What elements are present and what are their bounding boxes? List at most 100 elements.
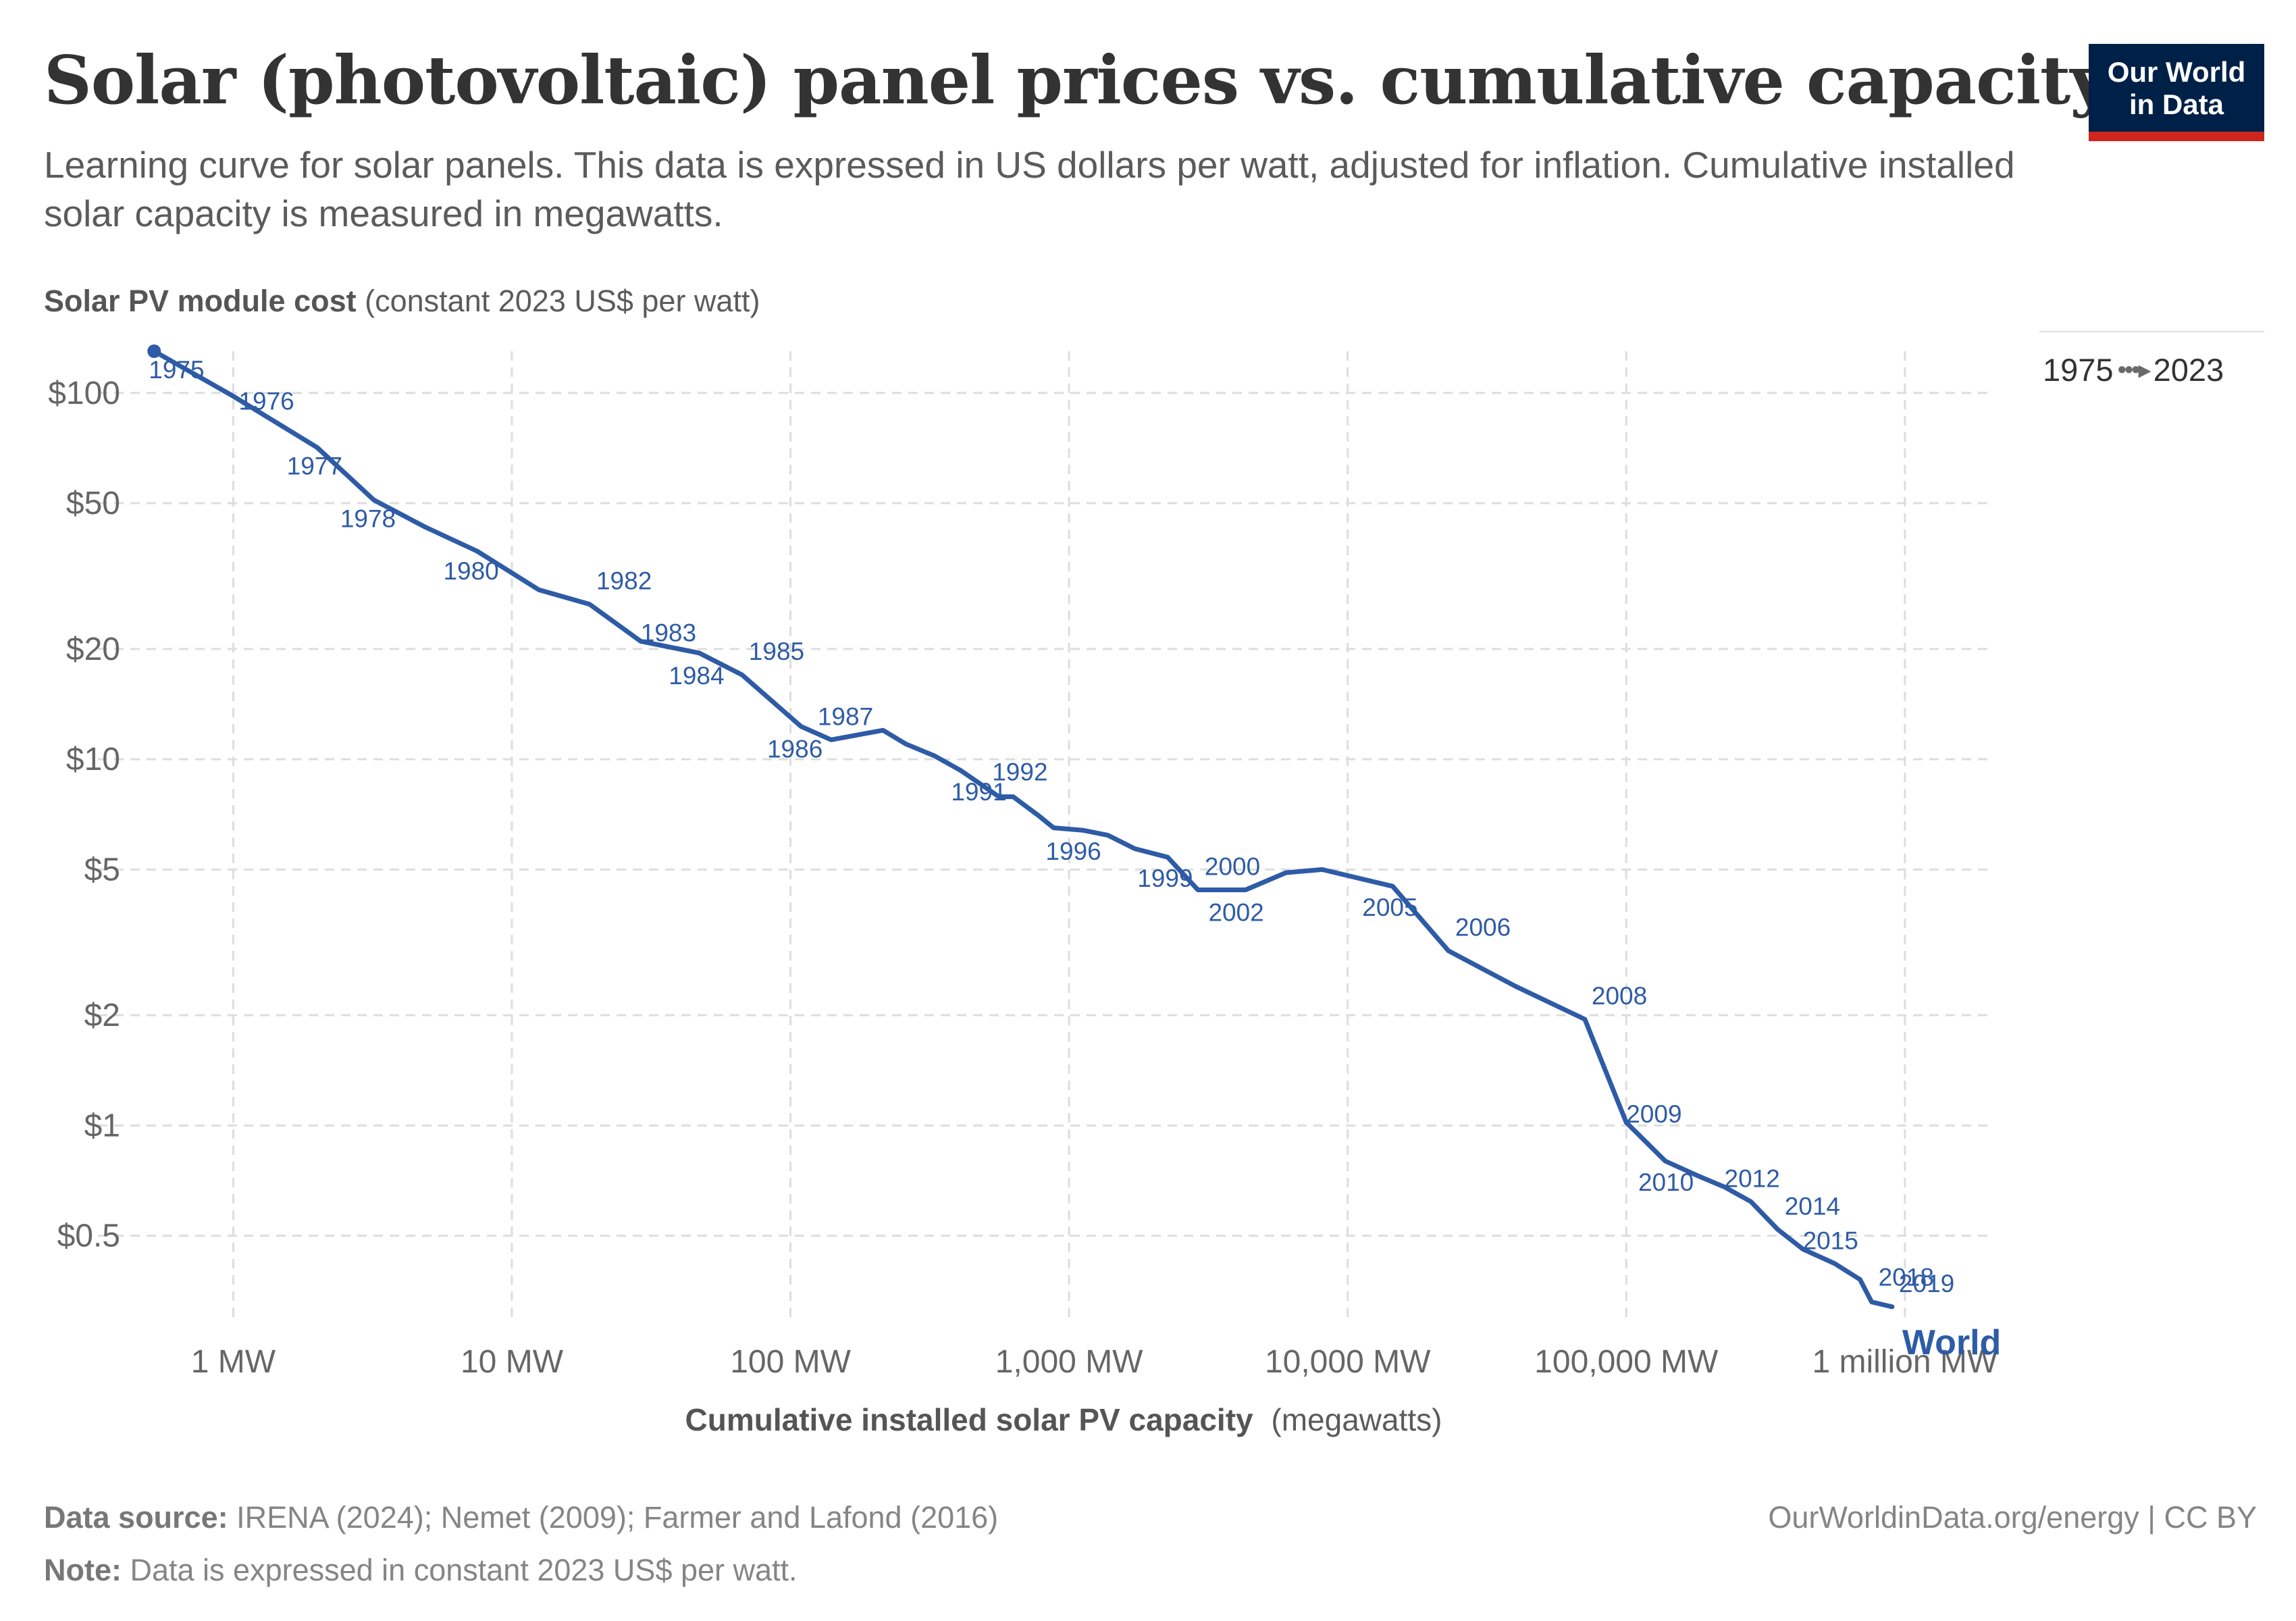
timeline-arrow-icon: •••▸ xyxy=(2117,356,2151,384)
data-point[interactable] xyxy=(1105,833,1111,838)
data-point[interactable] xyxy=(932,753,937,758)
year-label-1982: 1982 xyxy=(596,567,652,595)
y-tick-label: $1 xyxy=(84,1108,120,1143)
timeline-control[interactable]: 1975 •••▸ 2023 xyxy=(2043,351,2224,388)
footer-credit[interactable]: OurWorldinData.org/energy | CC BY xyxy=(1768,1500,2257,1535)
data-point[interactable] xyxy=(1775,1227,1781,1232)
data-point[interactable] xyxy=(1320,867,1325,872)
data-point[interactable] xyxy=(1513,983,1518,989)
data-point[interactable] xyxy=(1390,883,1395,889)
data-point[interactable] xyxy=(1165,854,1170,860)
data-point[interactable] xyxy=(1132,846,1137,852)
x-tick-label: 1 million MW xyxy=(1812,1344,1998,1380)
data-point[interactable] xyxy=(587,602,592,607)
footer-note-text: Data is expressed in constant 2023 US$ p… xyxy=(130,1553,798,1587)
x-axis-title-unit: (megawatts) xyxy=(1271,1402,1442,1437)
data-point[interactable] xyxy=(536,587,542,592)
year-label-2008: 2008 xyxy=(1592,982,1647,1010)
x-tick-label: 100,000 MW xyxy=(1534,1344,1719,1380)
data-point[interactable] xyxy=(1582,1017,1588,1022)
footer-source-text[interactable]: IRENA (2024); Nemet (2009); Farmer and L… xyxy=(236,1500,999,1535)
data-point[interactable] xyxy=(1857,1277,1862,1282)
data-point[interactable] xyxy=(1748,1199,1754,1204)
data-point[interactable] xyxy=(696,650,702,656)
data-point[interactable] xyxy=(1195,887,1201,892)
year-label-2000: 2000 xyxy=(1205,852,1260,880)
data-point[interactable] xyxy=(798,723,804,729)
x-tick-label: 10 MW xyxy=(461,1344,564,1380)
data-point[interactable] xyxy=(1283,870,1288,875)
data-point[interactable] xyxy=(958,768,964,773)
x-axis-title-bold: Cumulative installed solar PV capacity xyxy=(685,1402,1254,1437)
year-label-1980: 1980 xyxy=(443,557,498,585)
x-tick-label: 1,000 MW xyxy=(995,1344,1143,1380)
year-label-1999: 1999 xyxy=(1137,865,1193,892)
data-point[interactable] xyxy=(151,349,157,354)
footer-note-row: Note: Data is expressed in constant 2023… xyxy=(44,1544,998,1597)
logo-line-1: Our World xyxy=(2107,56,2246,88)
data-point[interactable] xyxy=(739,672,745,677)
data-point[interactable] xyxy=(881,727,886,733)
footer-source-row: Data source: IRENA (2024); Nemet (2009);… xyxy=(44,1491,998,1544)
year-label-1987: 1987 xyxy=(818,702,873,730)
year-label-1992: 1992 xyxy=(992,758,1047,786)
owid-logo[interactable]: Our World in Data xyxy=(2089,44,2264,141)
year-label-1985: 1985 xyxy=(749,638,804,665)
y-axis-title-unit: (constant 2023 US$ per watt) xyxy=(365,284,760,318)
logo-line-2: in Data xyxy=(2129,88,2224,120)
data-point[interactable] xyxy=(1695,1173,1700,1179)
y-tick-label: $10 xyxy=(66,742,120,777)
series-line-world[interactable] xyxy=(151,349,1895,1310)
year-label-2018: 2018 xyxy=(1879,1264,1934,1291)
data-point[interactable] xyxy=(474,548,479,554)
year-label-1991: 1991 xyxy=(951,778,1006,806)
y-tick-label: $0.5 xyxy=(57,1218,120,1254)
data-point[interactable] xyxy=(371,497,377,503)
data-point[interactable] xyxy=(1037,813,1042,819)
data-point[interactable] xyxy=(423,525,428,530)
x-tick-label: 10,000 MW xyxy=(1265,1344,1431,1380)
chart-title: Solar (photovoltaic) panel prices vs. cu… xyxy=(44,42,2108,120)
data-point[interactable] xyxy=(1832,1261,1837,1266)
year-label-2019: 2019 xyxy=(1899,1270,1954,1297)
footer-note-label: Note: xyxy=(44,1553,122,1587)
footer-sources: Data source: IRENA (2024); Nemet (2009);… xyxy=(44,1491,998,1597)
y-tick-label: $2 xyxy=(84,998,120,1033)
timeline-divider xyxy=(2039,331,2264,332)
data-point[interactable] xyxy=(1080,827,1085,833)
data-point[interactable] xyxy=(1051,825,1056,831)
year-label-1984: 1984 xyxy=(669,662,724,690)
grid-lines xyxy=(98,351,1989,1317)
year-label-1986: 1986 xyxy=(767,735,823,763)
x-tick-label: 1 MW xyxy=(191,1344,276,1380)
year-label-1976: 1976 xyxy=(238,388,294,415)
data-point[interactable] xyxy=(1663,1158,1668,1164)
y-tick-label: $20 xyxy=(66,632,120,667)
year-label-1996: 1996 xyxy=(1045,838,1101,865)
year-label-1975: 1975 xyxy=(149,356,204,384)
year-label-2009: 2009 xyxy=(1626,1100,1681,1128)
year-label-2002: 2002 xyxy=(1208,898,1263,926)
data-point[interactable] xyxy=(1010,794,1016,800)
data-point[interactable] xyxy=(230,394,236,399)
series-start-point[interactable] xyxy=(147,344,161,358)
data-point[interactable] xyxy=(315,444,320,450)
year-label-1977: 1977 xyxy=(287,452,342,480)
data-point[interactable] xyxy=(1222,887,1227,892)
data-point[interactable] xyxy=(1889,1304,1895,1310)
data-point[interactable] xyxy=(1869,1300,1875,1305)
data-point[interactable] xyxy=(904,742,909,747)
y-axis-title-bold: Solar PV module cost xyxy=(44,284,357,318)
data-point[interactable] xyxy=(829,737,834,742)
y-tick-label: $50 xyxy=(66,486,120,521)
data-point[interactable] xyxy=(1243,887,1248,892)
year-label-1978: 1978 xyxy=(340,505,396,532)
chart-subtitle: Learning curve for solar panels. This da… xyxy=(44,144,2015,234)
series-label-world[interactable]: World xyxy=(1902,1323,2001,1362)
timeline-end[interactable]: 2023 xyxy=(2153,352,2224,388)
data-point[interactable] xyxy=(1446,948,1451,954)
year-label-2006: 2006 xyxy=(1455,914,1511,942)
year-label-2014: 2014 xyxy=(1785,1192,1840,1220)
series-group xyxy=(147,344,1895,1310)
timeline-start[interactable]: 1975 xyxy=(2043,352,2114,388)
